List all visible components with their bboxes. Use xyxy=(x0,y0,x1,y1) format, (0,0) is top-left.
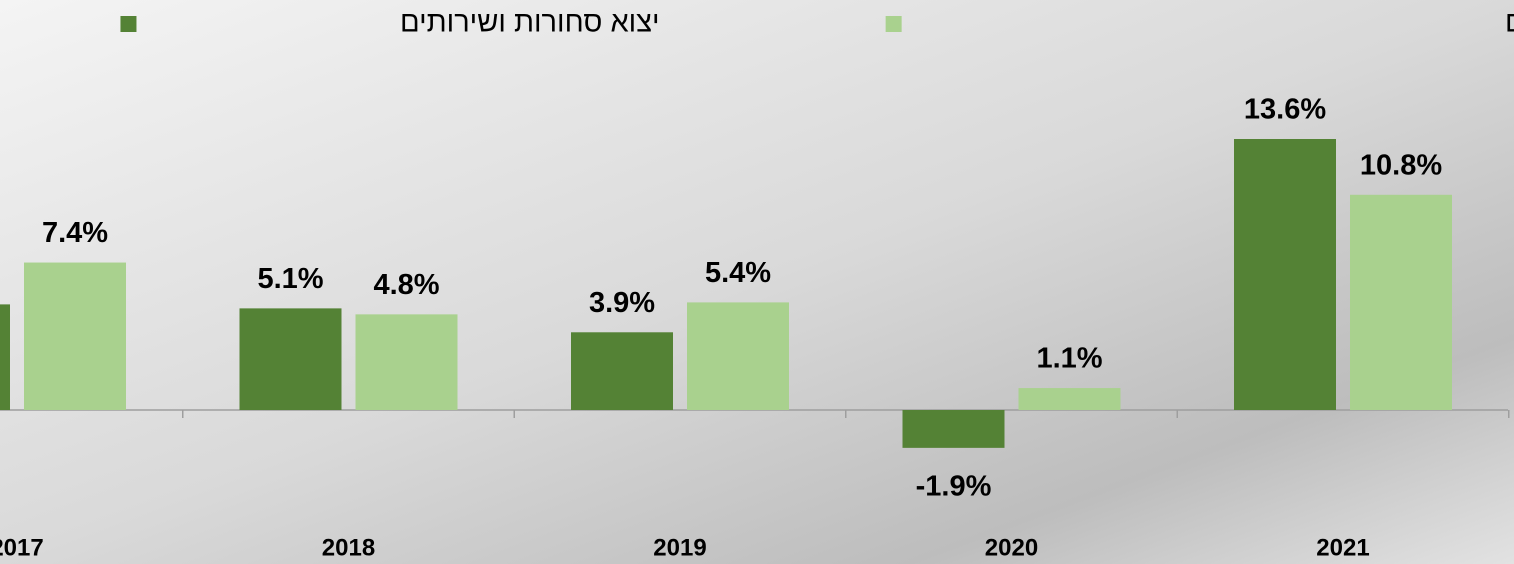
chart: יצוא סחורות ושירותים יצוא סחורות ושירותים… xyxy=(0,0,1514,564)
value-label: 13.6% xyxy=(1244,94,1326,126)
bar xyxy=(687,302,789,410)
x-tick-label: 2017 xyxy=(0,534,44,561)
bar xyxy=(240,308,342,410)
x-tick-label: 2018 xyxy=(322,534,375,561)
bar xyxy=(903,410,1005,448)
value-label: 10.8% xyxy=(1360,149,1442,181)
legend-swatch xyxy=(886,16,902,32)
x-tick-label: 2019 xyxy=(653,534,706,561)
value-label: 5.4% xyxy=(705,257,771,289)
value-label: -1.9% xyxy=(916,471,992,503)
bar xyxy=(571,332,673,410)
x-tick-label: 2021 xyxy=(1316,534,1369,561)
bar xyxy=(1019,388,1121,410)
bar xyxy=(356,314,458,410)
bar xyxy=(24,263,126,410)
value-label: 4.8% xyxy=(373,269,439,301)
legend-label: יצוא סחורות ושירותים xyxy=(400,7,660,39)
value-label: 1.1% xyxy=(1036,343,1102,375)
x-tick-label: 2020 xyxy=(985,534,1038,561)
bar xyxy=(1350,195,1452,410)
legend-label: יצוא סחורות ושירותים למעט חברות הזנק ויה… xyxy=(1505,7,1514,39)
value-label: 3.9% xyxy=(589,287,655,319)
bar xyxy=(0,304,10,410)
value-label: 5.1% xyxy=(257,263,323,295)
legend-swatch xyxy=(120,16,136,32)
page: יצוא סחורות ושירותים יצוא סחורות ושירותים… xyxy=(0,0,1514,564)
value-label: 7.4% xyxy=(42,217,108,249)
bar xyxy=(1234,139,1336,410)
